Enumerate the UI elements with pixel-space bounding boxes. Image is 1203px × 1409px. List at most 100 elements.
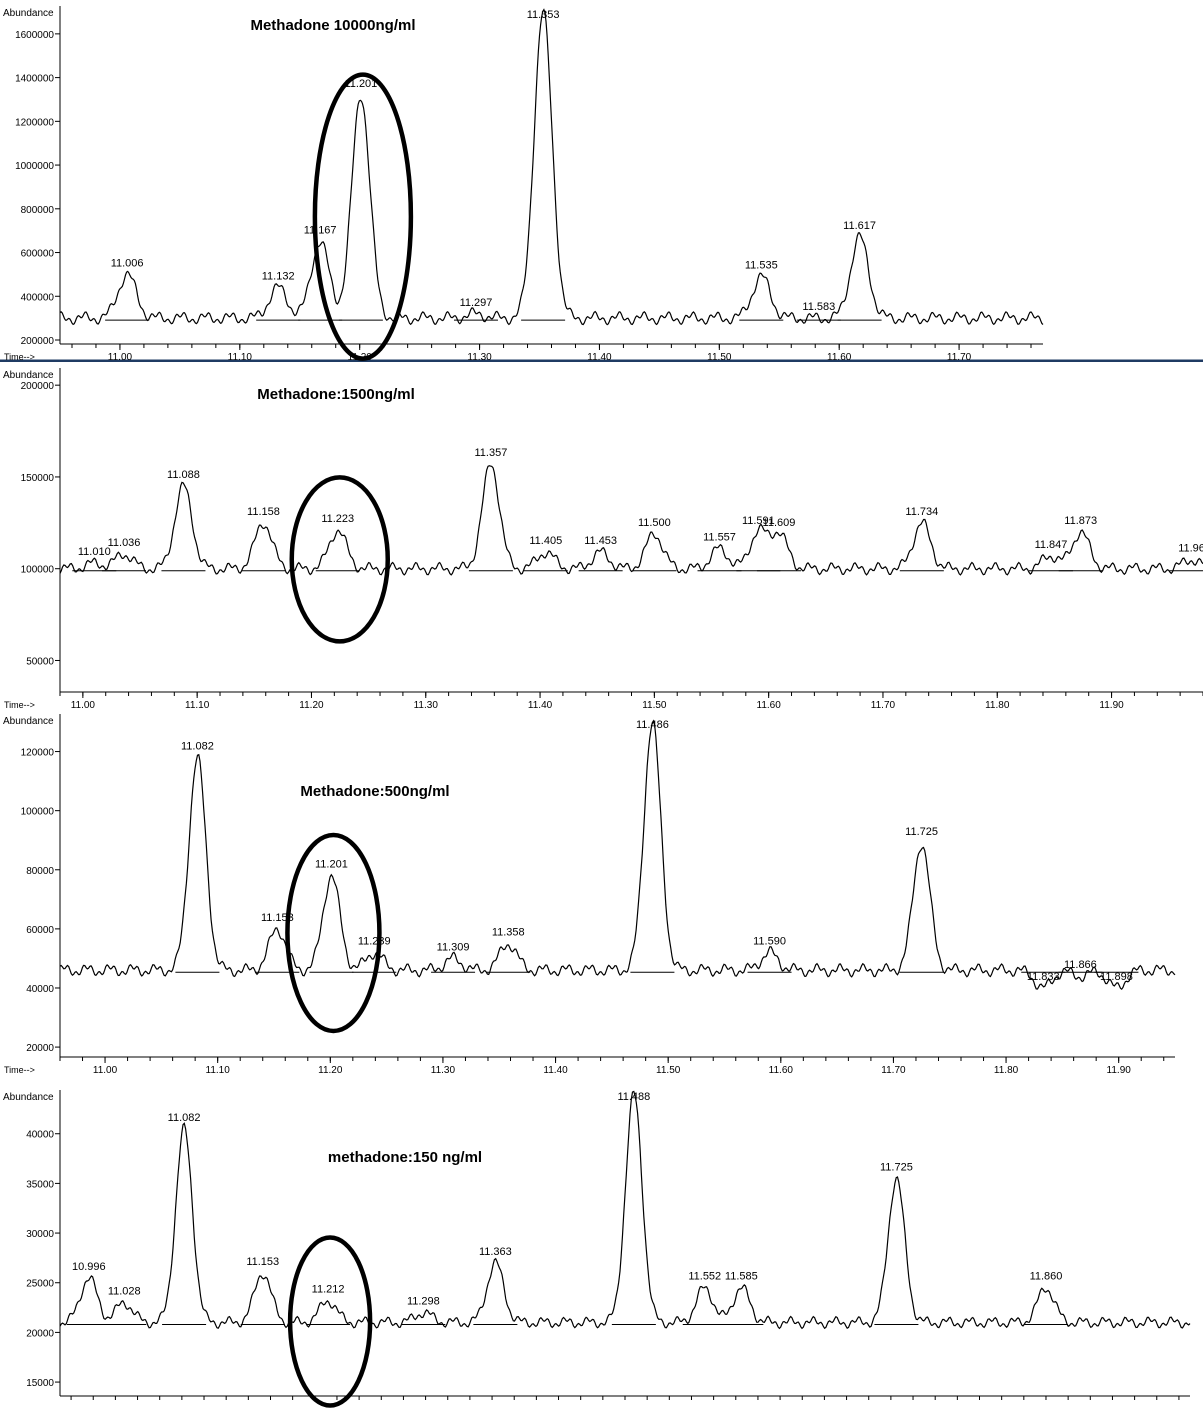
- x-tick-label: 11.10: [206, 1065, 231, 1076]
- peak-label: 11.006: [111, 257, 144, 269]
- x-tick-label: 11.30: [414, 700, 439, 708]
- peak-label: 11.583: [802, 301, 835, 313]
- peak-label: 11.223: [321, 513, 354, 525]
- panel-title: Methadone 10000ng/ml: [250, 17, 415, 34]
- y-tick-label: 15000: [26, 1378, 54, 1389]
- peak-label: 11.488: [617, 1091, 650, 1103]
- peak-label: 11.036: [108, 537, 141, 549]
- x-tick-label: 11.30: [431, 1065, 456, 1076]
- peak-label: 11.212: [312, 1284, 345, 1296]
- peak-label: 11.590: [753, 936, 786, 948]
- y-tick-label: 20000: [26, 1043, 54, 1054]
- x-tick-label: 11.60: [827, 352, 852, 362]
- x-tick-label: 11.80: [985, 700, 1010, 708]
- peak-label: 11.088: [167, 469, 200, 481]
- x-axis-label: Time-->: [4, 352, 35, 362]
- peak-label: 11.734: [905, 506, 938, 518]
- peak-label: 11.833: [1027, 971, 1060, 983]
- chromatogram-trace: [59, 8, 1044, 326]
- x-tick-label: 11.70: [871, 700, 896, 708]
- chromatogram-svg: Abundance 200000 400000 600000 800000 1000000…: [0, 6, 1203, 362]
- peak-label: 11.96: [1178, 543, 1203, 555]
- peak-label: 11.405: [529, 535, 562, 547]
- peak-label: 11.725: [880, 1161, 913, 1173]
- x-tick-label: 11.70: [881, 1065, 906, 1076]
- x-tick-label: 11.10: [185, 700, 210, 708]
- peak-label: 11.298: [407, 1296, 440, 1308]
- y-axis-label: Abundance: [3, 8, 54, 19]
- y-tick-label: 1000000: [15, 161, 54, 172]
- x-tick-label: 11.30: [467, 352, 492, 362]
- peak-label: 11.353: [527, 9, 560, 21]
- y-tick-label: 30000: [26, 1229, 54, 1240]
- y-tick-label: 120000: [21, 748, 55, 759]
- chromatogram-panel-1: Abundance 200000 400000 600000 800000 1000000…: [0, 0, 1203, 362]
- x-tick-label: 11.50: [656, 1065, 681, 1076]
- chromatogram-svg: Abundance 15000 20000 25000 30000 35000 40000 1…: [3, 1090, 1191, 1408]
- chromatogram-svg: Abundance 50000 100000 150000 200000 11.00 11.…: [3, 368, 1203, 708]
- peak-label: 11.847: [1035, 539, 1068, 551]
- peak-label: 10.996: [72, 1261, 106, 1273]
- peak-label: 11.552: [688, 1271, 721, 1283]
- peak-label: 11.167: [304, 225, 337, 237]
- chromatogram-trace: [59, 465, 1203, 576]
- peak-label: 11.358: [492, 927, 525, 939]
- y-tick-label: 200000: [21, 336, 55, 347]
- methadone-highlight-ellipse: [289, 475, 390, 644]
- y-axis-label: Abundance: [3, 716, 54, 727]
- y-tick-label: 150000: [21, 473, 55, 484]
- methadone-highlight-ellipse: [312, 72, 414, 361]
- peak-label: 11.535: [745, 260, 778, 272]
- y-tick-label: 40000: [26, 1130, 54, 1141]
- x-tick-label: 11.00: [93, 1065, 118, 1076]
- peak-label: 11.357: [474, 447, 507, 459]
- y-tick-label: 20000: [26, 1328, 54, 1339]
- x-tick-label: 11.00: [108, 352, 133, 362]
- x-tick-label: 11.90: [1107, 1065, 1132, 1076]
- y-tick-label: 400000: [21, 292, 55, 303]
- x-tick-label: 11.00: [71, 700, 96, 708]
- chromatogram-panel-3: Abundance 20000 40000 60000 80000 100000 12000…: [0, 708, 1203, 1084]
- chromatogram-trace: [59, 1090, 1191, 1330]
- methadone-highlight-ellipse: [287, 1235, 373, 1408]
- x-tick-label: 11.60: [769, 1065, 794, 1076]
- peak-label: 11.158: [247, 506, 280, 518]
- peak-label: 11.486: [636, 719, 669, 731]
- y-tick-label: 200000: [21, 381, 55, 392]
- x-tick-label: 11.80: [994, 1065, 1019, 1076]
- peak-label: 11.132: [262, 271, 295, 283]
- methadone-highlight-ellipse: [285, 832, 382, 1034]
- x-tick-label: 11.90: [1099, 700, 1124, 708]
- peak-label: 11.297: [460, 297, 493, 309]
- y-tick-label: 100000: [21, 807, 55, 818]
- y-tick-label: 50000: [26, 656, 54, 667]
- y-tick-label: 1600000: [15, 30, 54, 41]
- peak-label: 11.309: [437, 941, 470, 953]
- y-tick-label: 800000: [21, 205, 55, 216]
- peak-label: 11.028: [108, 1286, 141, 1298]
- panel-title: Methadone:1500ng/ml: [257, 386, 415, 403]
- peak-label: 11.557: [703, 532, 736, 544]
- peak-label: 11.239: [358, 936, 391, 948]
- peak-label: 11.617: [843, 220, 876, 232]
- peak-label: 11.725: [905, 826, 938, 838]
- x-tick-label: 11.60: [757, 700, 782, 708]
- y-axis-label: Abundance: [3, 1092, 54, 1103]
- peak-label: 11.082: [168, 1112, 201, 1124]
- x-axis-label: Time-->: [4, 700, 35, 708]
- y-tick-label: 40000: [26, 984, 54, 995]
- peak-label: 11.873: [1064, 515, 1097, 527]
- chromatogram-panel-2: Abundance 50000 100000 150000 200000 11.00 11.…: [0, 362, 1203, 708]
- panel-title: methadone:150 ng/ml: [328, 1149, 482, 1166]
- peak-label: 11.898: [1100, 971, 1133, 983]
- peak-label: 11.609: [763, 517, 796, 529]
- peak-label: 11.500: [638, 517, 671, 529]
- y-tick-label: 60000: [26, 925, 54, 936]
- x-axis-label: Time-->: [4, 1065, 35, 1075]
- peak-label: 11.082: [181, 740, 214, 752]
- y-tick-label: 80000: [26, 866, 54, 877]
- peak-label: 11.201: [344, 78, 377, 90]
- peak-label: 11.591: [742, 515, 775, 527]
- x-tick-label: 11.70: [947, 352, 972, 362]
